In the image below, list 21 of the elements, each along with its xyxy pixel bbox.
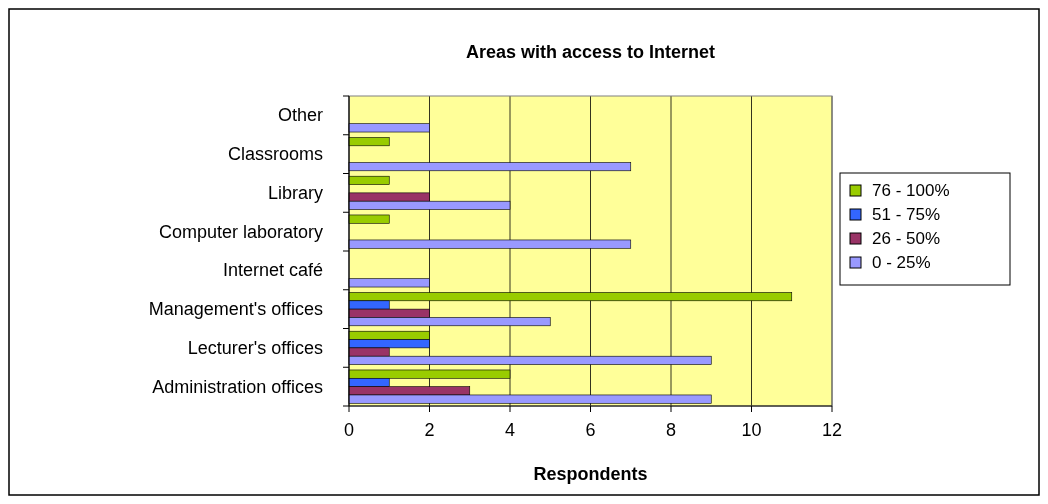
x-tick-label: 6 xyxy=(585,420,596,440)
x-axis-title: Respondents xyxy=(533,464,648,484)
x-tick-label: 10 xyxy=(741,420,762,440)
y-tick-label: Lecturer's offices xyxy=(187,337,323,358)
y-tick-label: Other xyxy=(277,105,323,126)
y-tick-label: Management's offices xyxy=(148,299,323,320)
y-tick-label: Internet café xyxy=(222,260,323,281)
x-tick-label: 2 xyxy=(424,420,435,440)
legend-label: 0 - 25% xyxy=(872,253,931,272)
x-tick-label: 4 xyxy=(504,420,516,440)
legend-label: 76 - 100% xyxy=(872,181,950,200)
legend-label: 26 - 50% xyxy=(872,229,941,248)
x-tick-label: 8 xyxy=(665,420,677,440)
y-tick-label: Library xyxy=(267,182,323,203)
y-tick-label: Classrooms xyxy=(227,144,323,165)
chart-title: Areas with access to Internet xyxy=(465,42,716,62)
legend-label: 51 - 75% xyxy=(872,205,941,224)
x-tick-label: 0 xyxy=(343,420,355,440)
x-tick-label: 12 xyxy=(821,420,843,440)
y-tick-label: Administration offices xyxy=(152,376,323,397)
y-tick-label: Computer laboratory xyxy=(158,221,323,242)
